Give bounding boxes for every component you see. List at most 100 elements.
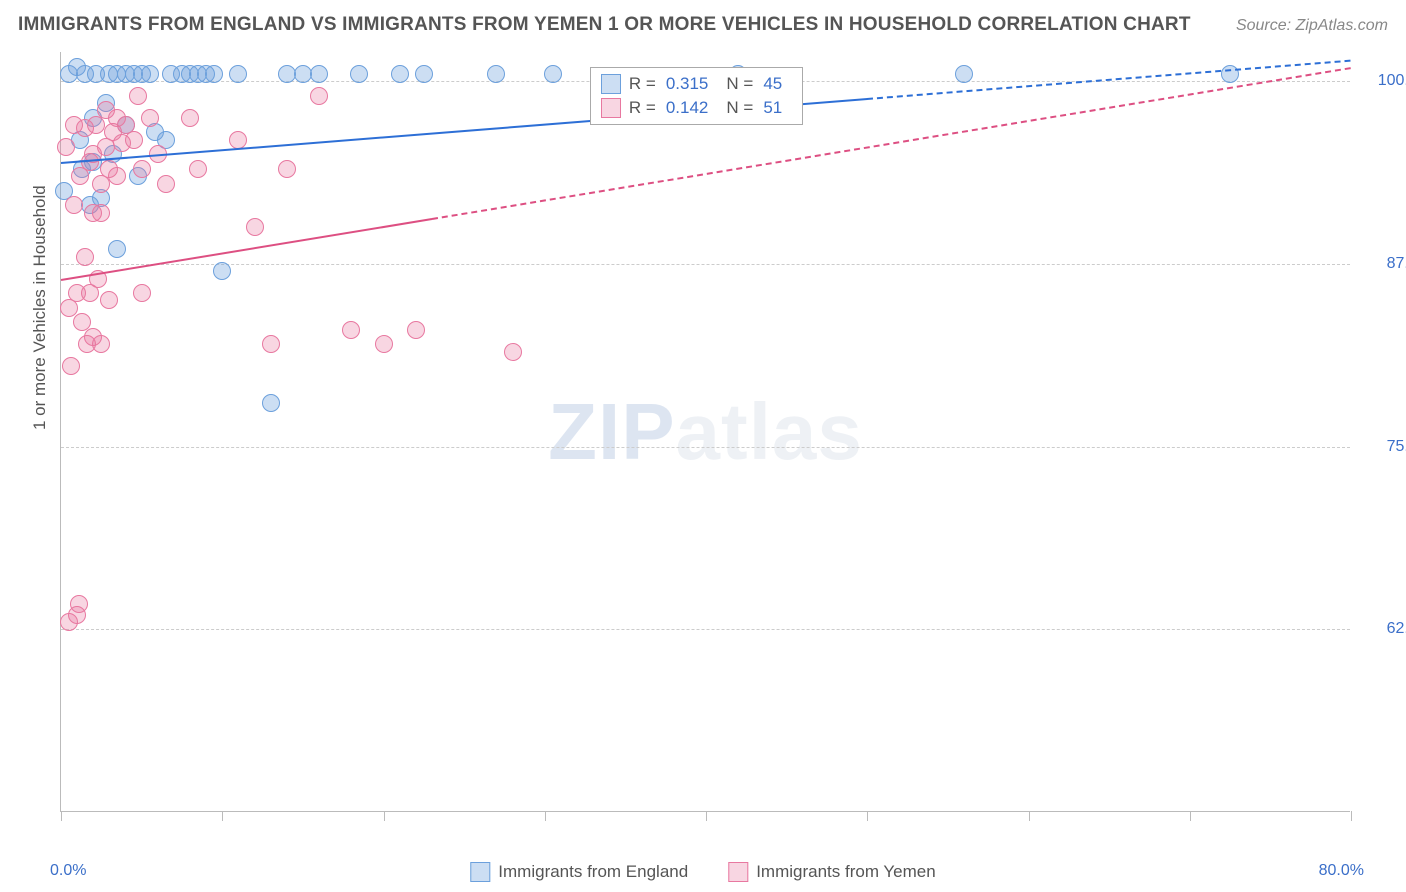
data-point	[117, 116, 135, 134]
data-point	[71, 167, 89, 185]
data-point	[487, 65, 505, 83]
y-tick-label: 100.0%	[1362, 72, 1406, 90]
data-point	[104, 145, 122, 163]
watermark-left: ZIP	[548, 387, 675, 476]
data-point	[81, 196, 99, 214]
data-point	[76, 119, 94, 137]
x-tick	[867, 811, 868, 821]
data-point	[78, 335, 96, 353]
data-point	[157, 131, 175, 149]
data-point	[70, 595, 88, 613]
r-label: R =	[629, 74, 656, 94]
data-point	[97, 94, 115, 112]
data-point	[97, 138, 115, 156]
data-point	[129, 87, 147, 105]
data-point	[68, 58, 86, 76]
legend-label-england: Immigrants from England	[498, 862, 688, 882]
legend-swatch-yemen	[728, 862, 748, 882]
data-point	[84, 328, 102, 346]
stats-swatch	[601, 98, 621, 118]
data-point	[87, 65, 105, 83]
data-point	[117, 65, 135, 83]
data-point	[92, 335, 110, 353]
stats-legend: R =0.315N =45R =0.142N =51	[590, 67, 803, 125]
n-label: N =	[726, 74, 753, 94]
data-point	[407, 321, 425, 339]
x-tick	[1190, 811, 1191, 821]
data-point	[133, 284, 151, 302]
trend-line	[432, 67, 1351, 220]
data-point	[108, 65, 126, 83]
data-point	[84, 204, 102, 222]
legend-label-yemen: Immigrants from Yemen	[756, 862, 936, 882]
data-point	[65, 116, 83, 134]
data-point	[57, 138, 75, 156]
y-axis-title: 1 or more Vehicles in Household	[30, 185, 50, 430]
trend-line	[61, 218, 432, 281]
data-point	[55, 182, 73, 200]
data-point	[189, 65, 207, 83]
data-point	[415, 65, 433, 83]
data-point	[108, 109, 126, 127]
y-tick-label: 62.5%	[1362, 620, 1406, 638]
data-point	[310, 65, 328, 83]
stats-legend-row: R =0.142N =51	[601, 96, 792, 120]
data-point	[310, 87, 328, 105]
data-point	[181, 65, 199, 83]
x-tick	[61, 811, 62, 821]
data-point	[141, 65, 159, 83]
data-point	[246, 218, 264, 236]
data-point	[104, 123, 122, 141]
data-point	[117, 116, 135, 134]
legend-swatch-england	[470, 862, 490, 882]
data-point	[92, 175, 110, 193]
data-point	[162, 65, 180, 83]
data-point	[125, 131, 143, 149]
data-point	[205, 65, 223, 83]
bottom-legend: Immigrants from England Immigrants from …	[470, 862, 935, 882]
data-point	[342, 321, 360, 339]
data-point	[375, 335, 393, 353]
y-tick-label: 87.5%	[1362, 255, 1406, 273]
data-point	[71, 131, 89, 149]
data-point	[68, 606, 86, 624]
data-point	[229, 131, 247, 149]
data-point	[87, 116, 105, 134]
data-point	[97, 101, 115, 119]
data-point	[76, 65, 94, 83]
stats-legend-row: R =0.315N =45	[601, 72, 792, 96]
source-label: Source: ZipAtlas.com	[1236, 17, 1388, 35]
y-tick-label: 75.0%	[1362, 438, 1406, 456]
x-tick	[545, 811, 546, 821]
data-point	[544, 65, 562, 83]
watermark-right: atlas	[676, 387, 863, 476]
data-point	[504, 343, 522, 361]
data-point	[92, 189, 110, 207]
data-point	[350, 65, 368, 83]
data-point	[68, 284, 86, 302]
data-point	[100, 160, 118, 178]
data-point	[129, 167, 147, 185]
x-tick	[384, 811, 385, 821]
data-point	[262, 335, 280, 353]
data-point	[113, 134, 131, 152]
data-point	[278, 160, 296, 178]
gridline-h	[61, 264, 1350, 265]
gridline-h	[61, 447, 1350, 448]
x-tick	[222, 811, 223, 821]
data-point	[146, 123, 164, 141]
data-point	[60, 65, 78, 83]
data-point	[81, 284, 99, 302]
data-point	[141, 109, 159, 127]
data-point	[60, 613, 78, 631]
data-point	[278, 65, 296, 83]
legend-item-yemen: Immigrants from Yemen	[728, 862, 936, 882]
data-point	[1221, 65, 1239, 83]
data-point	[125, 65, 143, 83]
data-point	[157, 175, 175, 193]
n-label: N =	[726, 98, 753, 118]
data-point	[133, 65, 151, 83]
data-point	[92, 204, 110, 222]
x-tick	[1029, 811, 1030, 821]
data-point	[229, 65, 247, 83]
